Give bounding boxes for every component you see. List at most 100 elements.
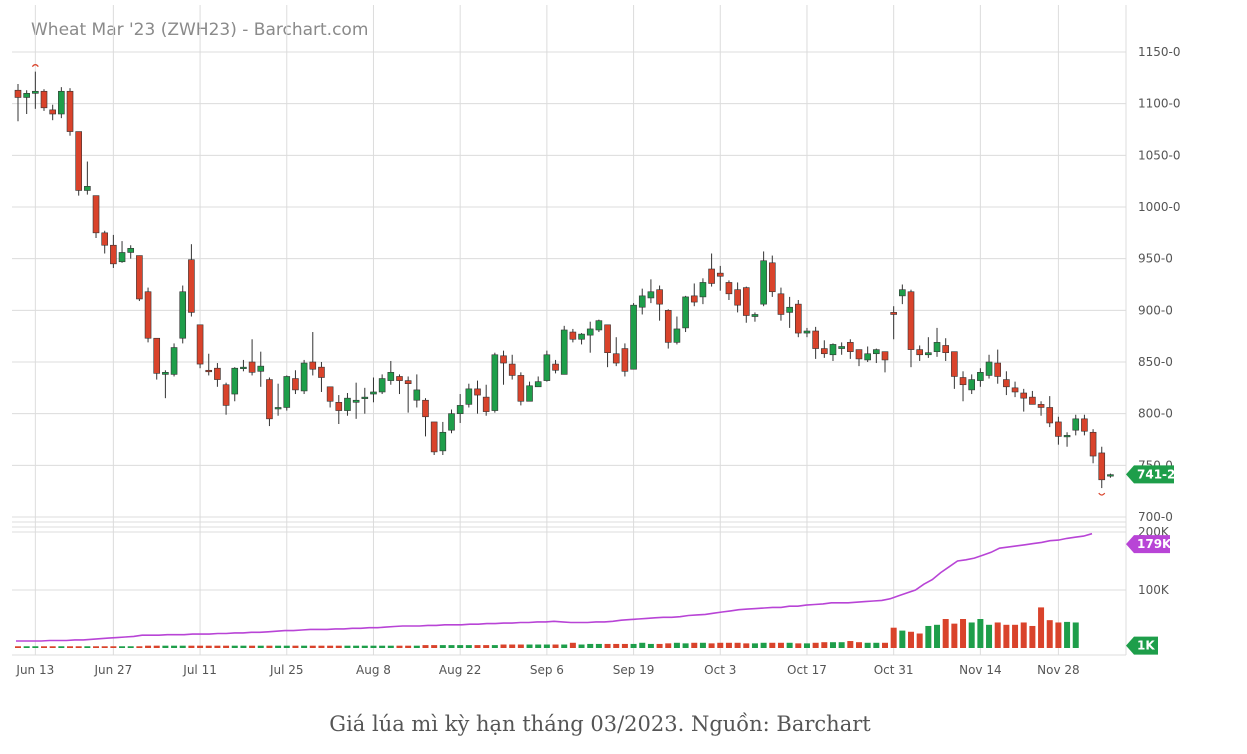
- candle: [647, 279, 655, 304]
- candle-body: [968, 379, 976, 391]
- candle-body: [1029, 396, 1036, 405]
- candle-body: [543, 354, 551, 381]
- volume-bar: [1072, 622, 1079, 648]
- candle: [439, 421, 447, 455]
- candle: [491, 352, 499, 413]
- candle-body: [456, 405, 464, 414]
- chart-grid: [12, 5, 1127, 656]
- candle: [196, 324, 204, 369]
- volume-bar: [908, 631, 915, 648]
- price-tick-label: 1100-0: [1138, 97, 1181, 111]
- candle: [188, 244, 195, 317]
- candle-body: [1072, 418, 1080, 431]
- candle: [604, 324, 611, 368]
- volume-bar: [769, 642, 776, 648]
- date-tick-label: Jul 11: [182, 663, 217, 677]
- candle-body: [335, 401, 343, 411]
- volume-bar: [127, 646, 134, 648]
- candle: [899, 284, 906, 305]
- candle-body: [959, 377, 967, 386]
- candle-body: [1107, 474, 1114, 477]
- candle: [66, 88, 74, 136]
- candle-body: [23, 93, 30, 98]
- candle-body: [604, 324, 611, 353]
- volume-label: 1K: [1137, 639, 1155, 653]
- candle-body: [170, 347, 178, 375]
- candle: [14, 84, 22, 122]
- candle: [144, 287, 152, 343]
- volume-bar: [630, 643, 637, 648]
- candle: [942, 338, 949, 361]
- candle: [75, 131, 82, 196]
- candle-body: [760, 260, 767, 305]
- candle-body: [413, 389, 421, 401]
- volume-bar: [535, 644, 542, 648]
- candle-body: [240, 366, 247, 369]
- candle-body: [656, 289, 663, 305]
- candle: [742, 286, 750, 323]
- candle: [690, 283, 698, 307]
- extreme-markers: [31, 64, 1106, 496]
- candle: [1081, 414, 1088, 436]
- candle: [205, 353, 213, 376]
- volume-bar: [682, 643, 689, 648]
- candle: [812, 326, 819, 359]
- candle-body: [430, 421, 438, 453]
- candle: [482, 384, 490, 416]
- candle: [231, 367, 239, 402]
- candle-body: [248, 361, 256, 373]
- date-tick-label: Oct 17: [787, 663, 827, 677]
- candle: [1063, 432, 1071, 447]
- candle-body: [1089, 431, 1097, 457]
- open-interest-series: [16, 532, 1093, 642]
- price-tick-label: 1050-0: [1138, 148, 1181, 162]
- candle: [430, 421, 438, 455]
- candle-body: [1011, 387, 1019, 393]
- candle-body: [838, 346, 845, 349]
- volume-bar: [595, 643, 602, 648]
- candle: [699, 278, 707, 305]
- volume-bar: [171, 645, 178, 648]
- volume-bar: [673, 642, 680, 648]
- volume-bar: [405, 645, 412, 648]
- candle-body: [396, 376, 403, 381]
- volume-bar: [734, 642, 741, 648]
- candle-body: [569, 331, 577, 340]
- volume-bar: [379, 645, 386, 648]
- candle-body: [370, 391, 377, 395]
- candle: [1055, 416, 1062, 445]
- volume-bar: [318, 645, 325, 648]
- candle: [32, 71, 39, 109]
- volume-bar: [145, 645, 152, 648]
- volume-bar: [847, 641, 854, 648]
- candle: [586, 321, 594, 353]
- volume-bar: [223, 645, 230, 648]
- candle-body: [162, 372, 169, 375]
- candle-body: [517, 375, 525, 402]
- candle: [127, 245, 135, 259]
- candle: [560, 325, 568, 375]
- volume-bar: [41, 646, 48, 648]
- volume-bar: [561, 644, 568, 648]
- candle: [881, 351, 889, 373]
- price-tick-label: 850-0: [1138, 355, 1173, 369]
- volume-bar: [361, 645, 368, 648]
- volume-bar: [275, 645, 282, 648]
- volume-bar: [301, 645, 308, 648]
- volume-bar: [864, 642, 871, 648]
- volume-tag: 1K: [1126, 636, 1158, 655]
- volume-bar: [552, 644, 559, 648]
- candle: [118, 241, 126, 263]
- candle-body: [508, 363, 516, 376]
- candle-body: [708, 268, 715, 284]
- volume-bar: [760, 642, 767, 648]
- candle: [344, 393, 351, 416]
- candle: [1011, 381, 1019, 398]
- candle: [864, 346, 871, 362]
- last-price-label: 741-2: [1137, 467, 1175, 481]
- candle-body: [404, 380, 412, 385]
- candle-body: [318, 366, 325, 378]
- candle: [959, 371, 967, 402]
- candle: [370, 377, 377, 403]
- candle-body: [1037, 404, 1045, 408]
